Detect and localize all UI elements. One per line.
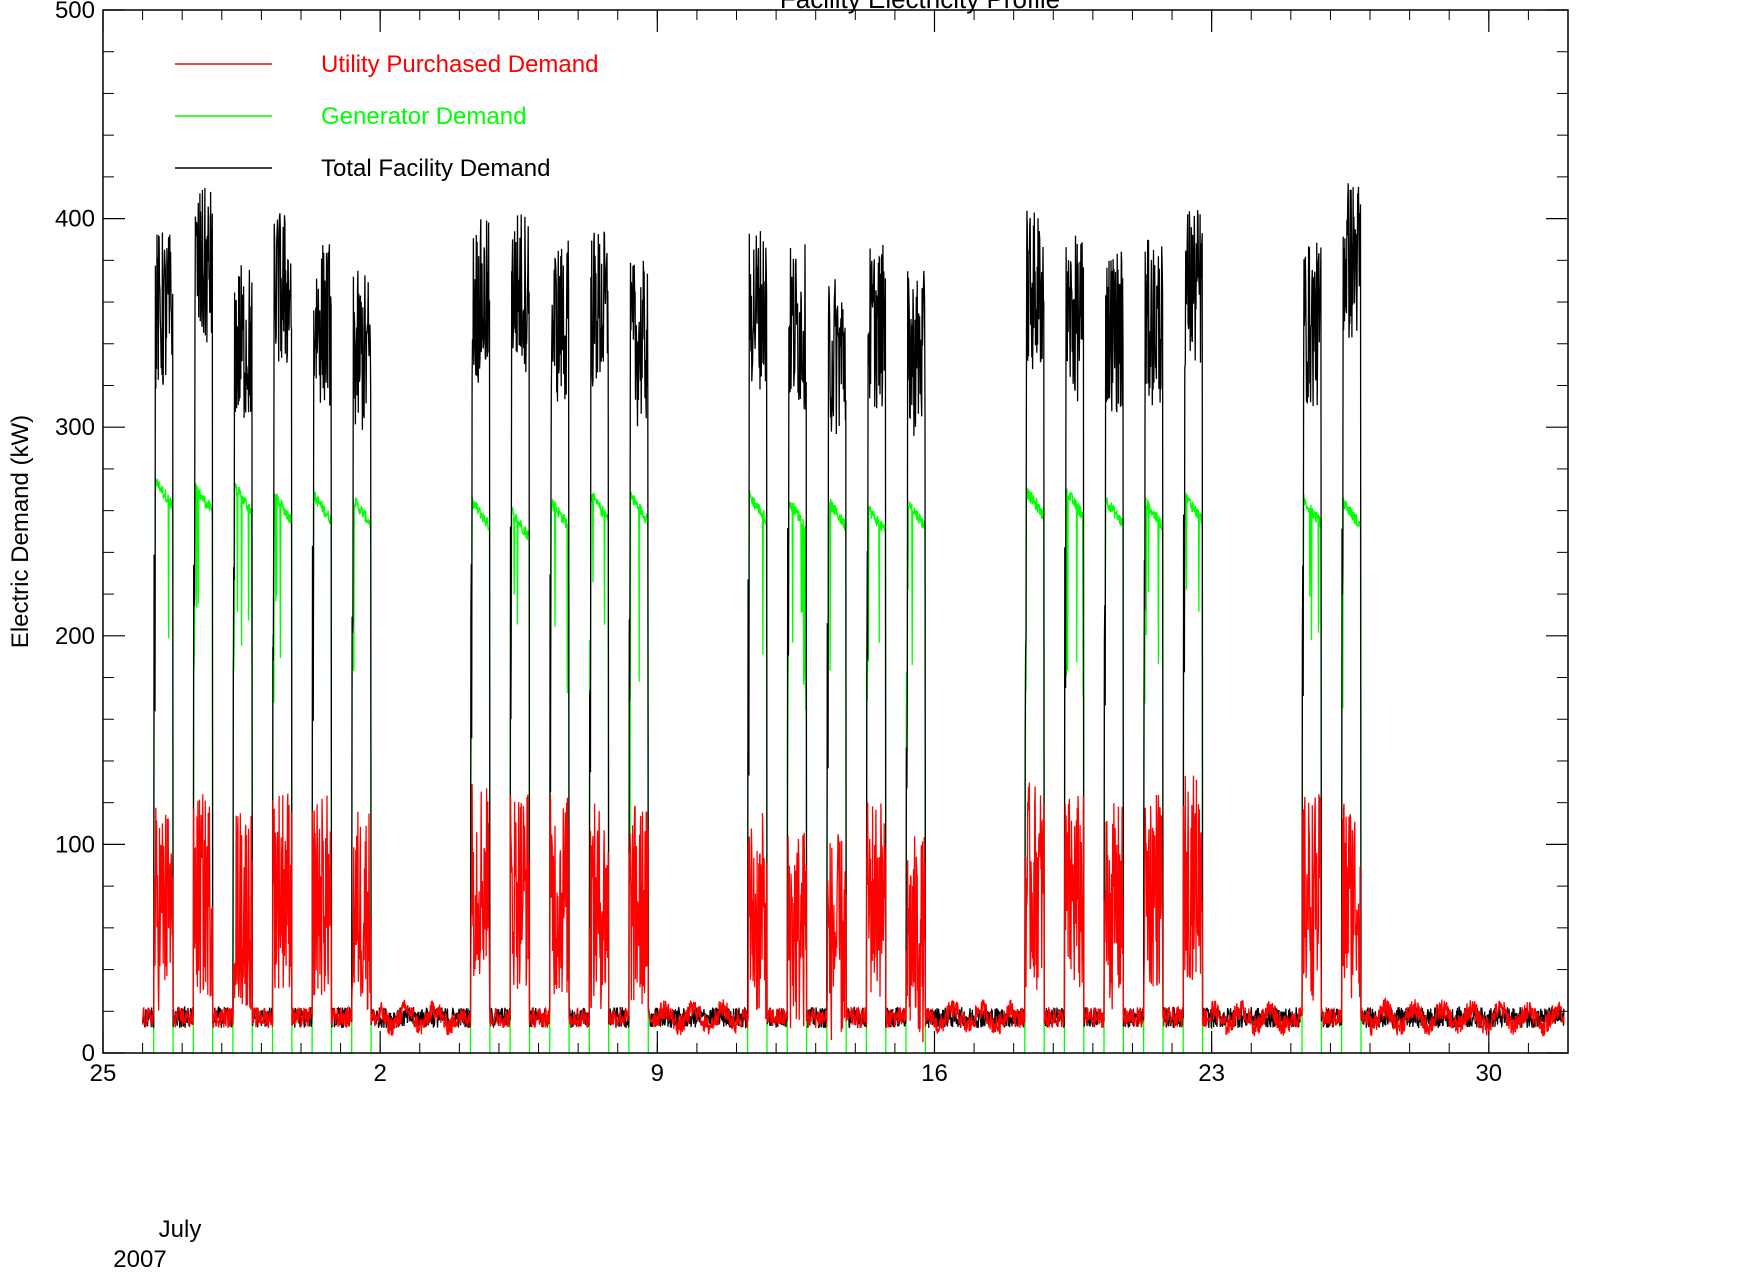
legend-label: Utility Purchased Demand	[321, 51, 598, 78]
x-tick-label: 16	[921, 1060, 948, 1087]
y-tick-label: 500	[55, 0, 95, 24]
y-tick-label: 200	[55, 623, 95, 650]
y-tick-label: 0	[82, 1040, 95, 1067]
y-axis-label: Electric Demand (kW)	[7, 415, 34, 648]
x-tick-label: 30	[1475, 1060, 1502, 1087]
y-tick-label: 100	[55, 831, 95, 858]
y-tick-label: 400	[55, 206, 95, 233]
x-month-label: July	[159, 1216, 202, 1243]
y-tick-label: 300	[55, 414, 95, 441]
x-tick-label: 25	[90, 1060, 117, 1087]
chart-title: Facility Electricity Profile	[780, 0, 1060, 14]
legend-label: Generator Demand	[321, 103, 526, 130]
legend: Utility Purchased Demand Generator Demand…	[175, 51, 598, 182]
legend-label: Total Facility Demand	[321, 155, 550, 182]
x-tick-label: 2	[373, 1060, 386, 1087]
plot-frame	[102, 9, 1569, 1054]
x-tick-label: 9	[651, 1060, 664, 1087]
axes-layer: 0 100 200 300 400 500 25 2 9 16 23 30	[55, 0, 1569, 1087]
x-tick-label: 23	[1198, 1060, 1225, 1087]
x-year-label: 2007	[113, 1246, 166, 1272]
series-line-utility-purchased-demand	[141, 775, 1565, 1043]
